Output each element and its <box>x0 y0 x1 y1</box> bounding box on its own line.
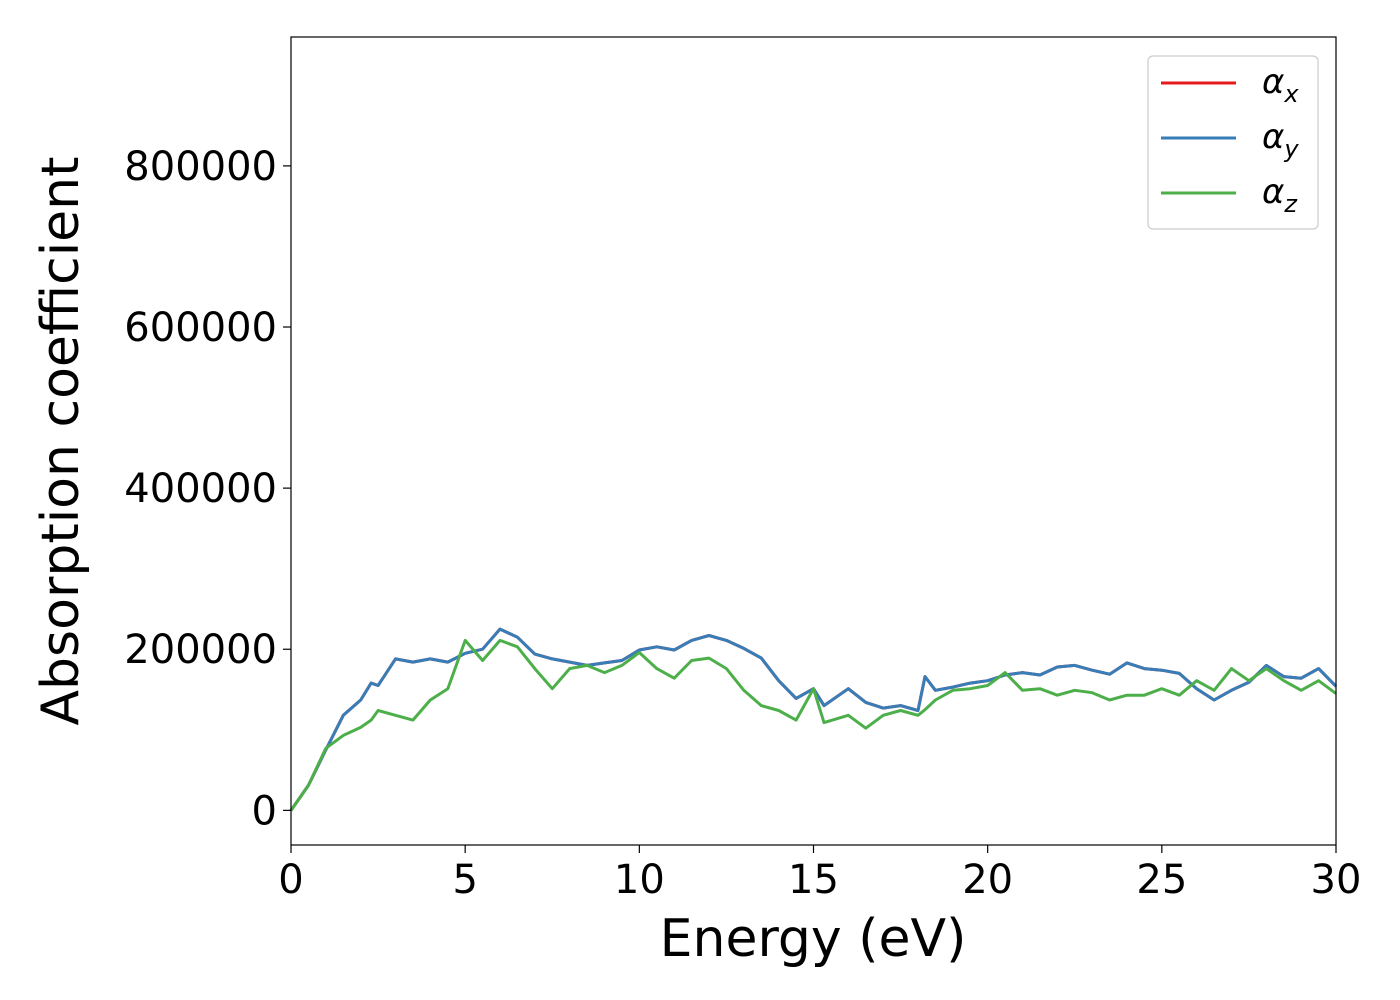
legend-symbol: α <box>1262 117 1284 157</box>
legend-subscript: y <box>1283 135 1299 163</box>
legend-box <box>1147 55 1319 230</box>
y-axis-label: Absorption coefficient <box>31 156 91 725</box>
x-tick-label: 15 <box>788 857 839 903</box>
y-axis: 0 200000 400000 600000 800000 <box>124 144 291 834</box>
legend-label-x: αx <box>1262 62 1299 108</box>
legend-label-z: αz <box>1262 172 1298 218</box>
series-lines <box>289 627 1338 812</box>
x-tick-label: 25 <box>1136 857 1187 903</box>
y-tick-label: 600000 <box>124 305 277 351</box>
x-tick-label: 20 <box>962 857 1013 903</box>
x-tick-label: 10 <box>614 857 665 903</box>
x-tick-label: 0 <box>278 857 303 903</box>
legend-symbol: α <box>1262 62 1284 102</box>
legend-symbol: α <box>1262 172 1284 212</box>
x-tick-label: 30 <box>1311 857 1362 903</box>
legend-subscript: z <box>1283 190 1298 218</box>
y-tick-label: 800000 <box>124 144 277 190</box>
legend-subscript: x <box>1283 80 1299 108</box>
legend-label-y: αy <box>1262 117 1299 163</box>
series-line-y <box>289 627 1338 812</box>
y-tick-label: 200000 <box>124 627 277 673</box>
x-axis-label: Energy (eV) <box>660 909 967 969</box>
x-tick-label: 5 <box>452 857 477 903</box>
series-line-x <box>289 627 1338 812</box>
y-tick-label: 400000 <box>124 466 277 512</box>
y-tick-label: 0 <box>252 788 277 834</box>
series-line-z <box>289 638 1337 812</box>
x-axis: 0 5 10 15 20 25 30 <box>278 845 1361 903</box>
